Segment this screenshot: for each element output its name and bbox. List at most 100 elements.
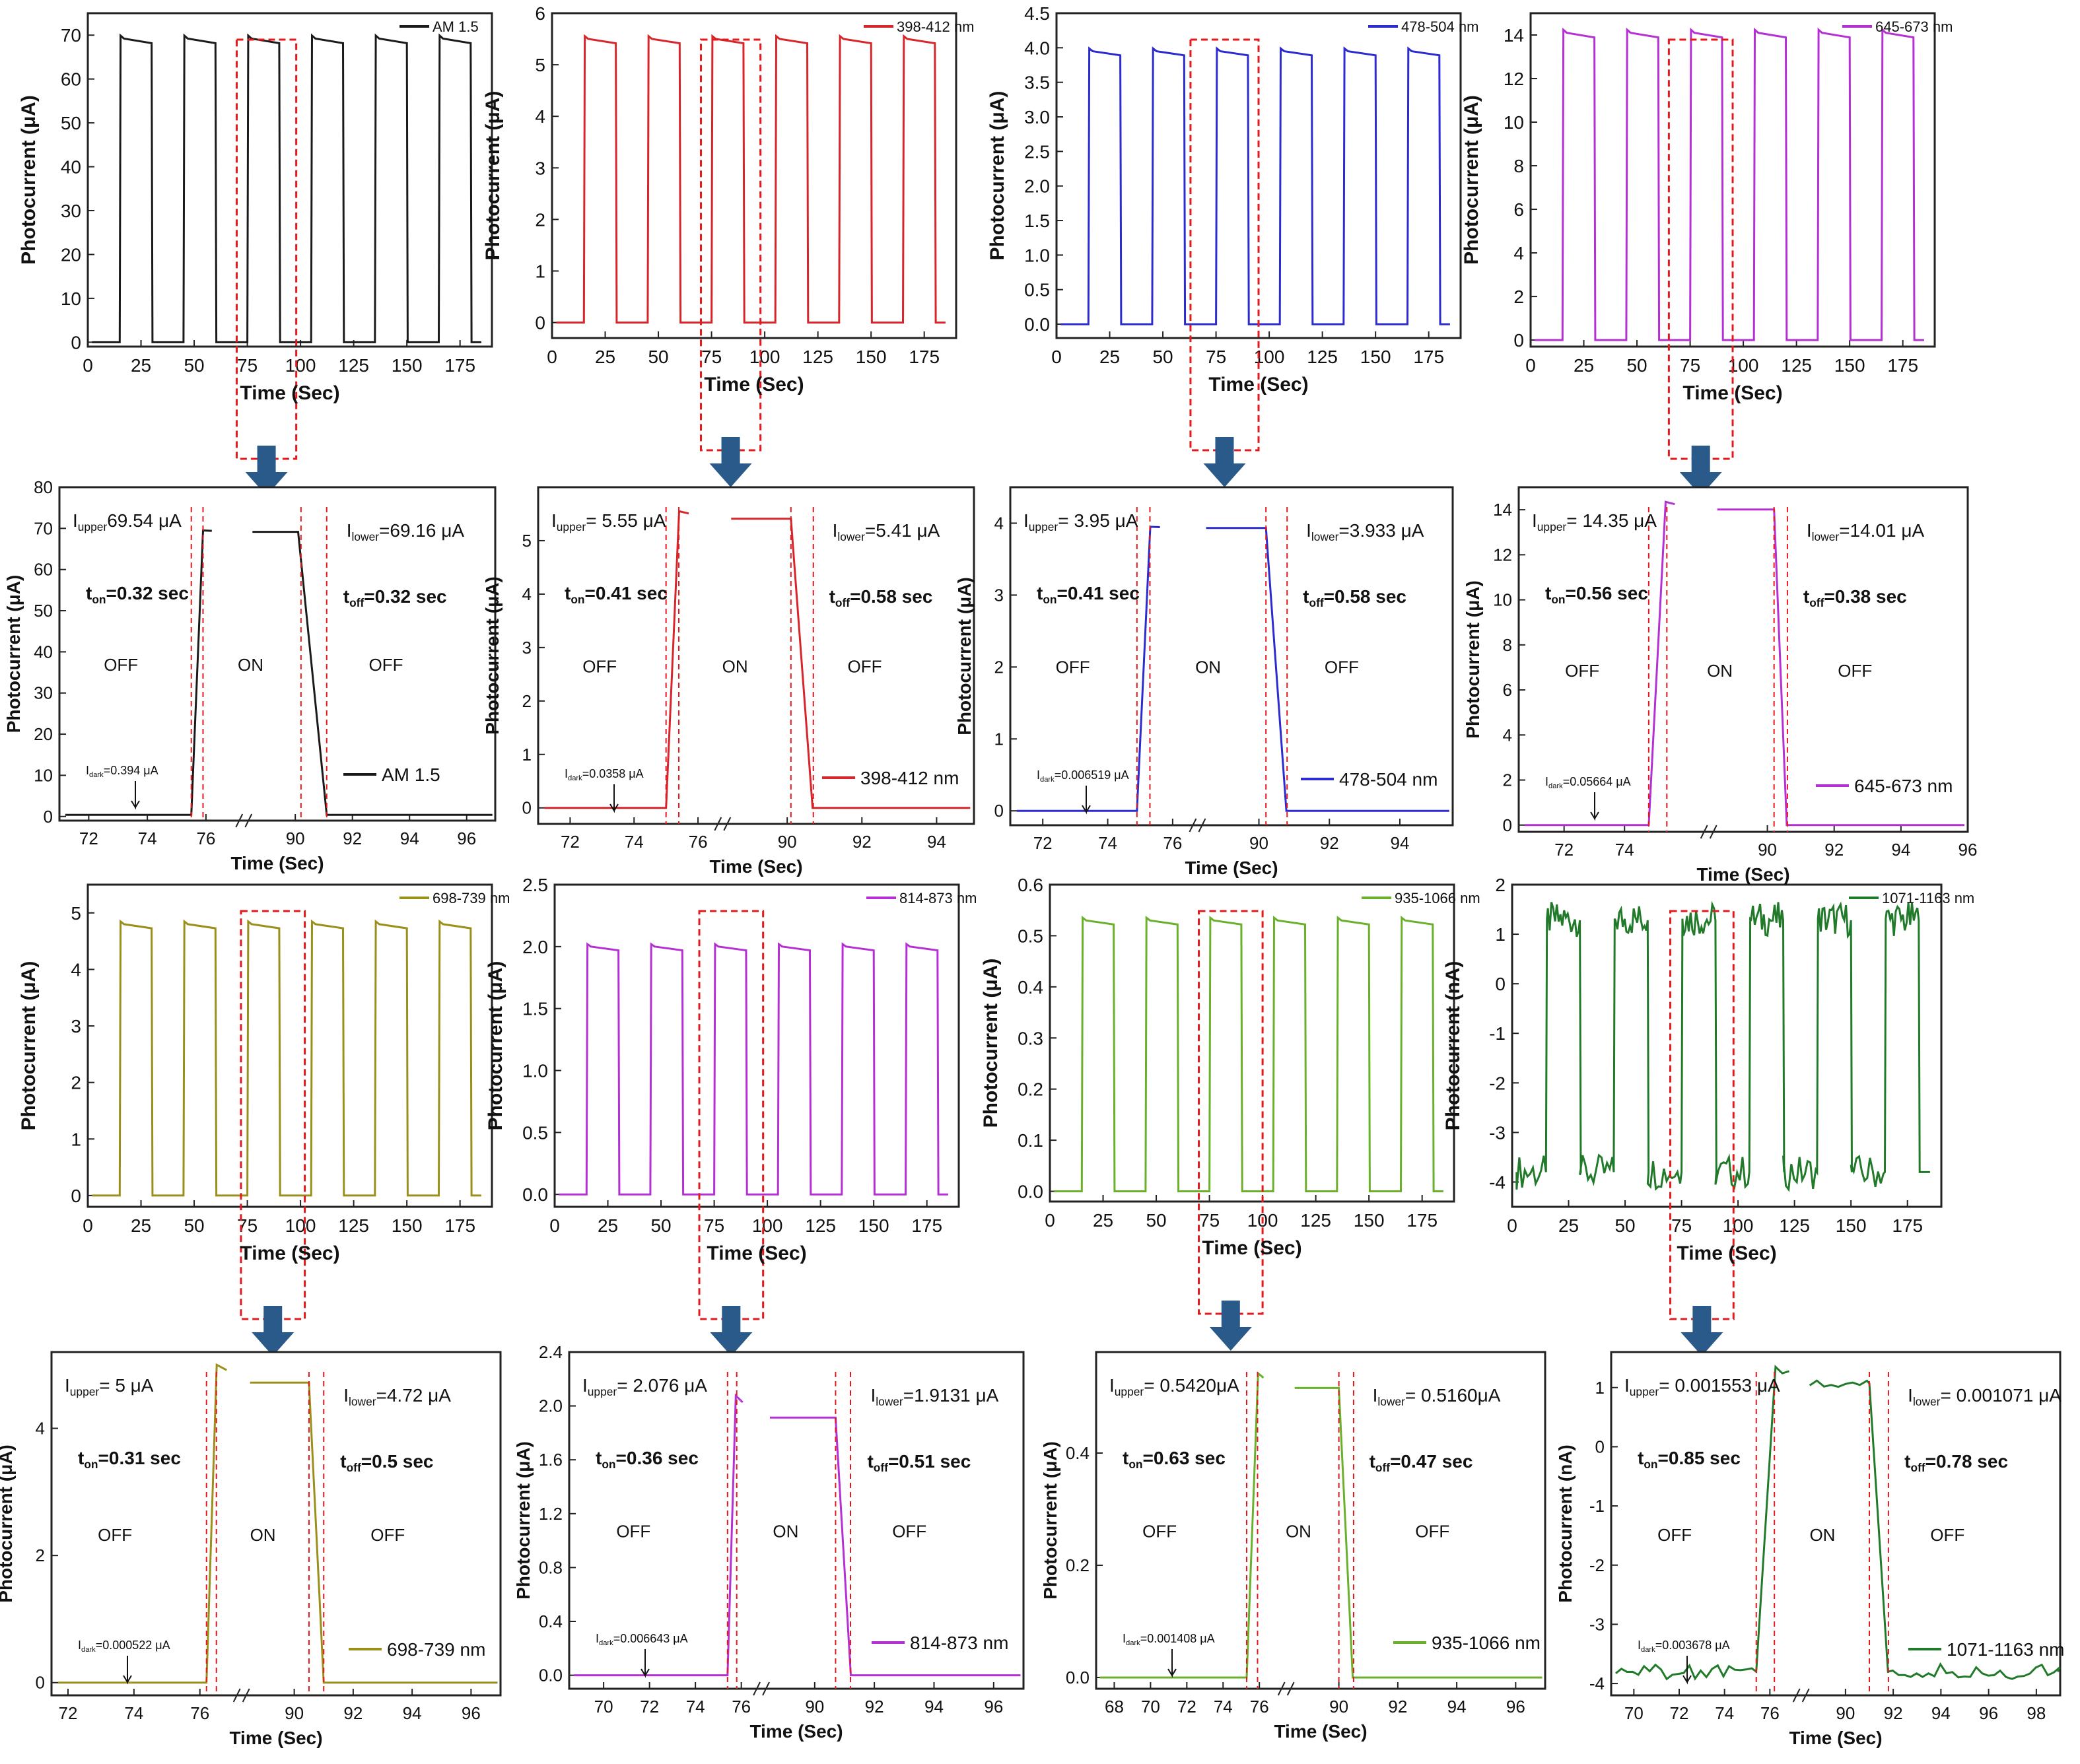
y-tick-label: 2.5 [522,875,548,895]
y-tick-label: 1 [71,1129,81,1149]
series-line [1294,1386,1543,1679]
x-tick-label: 90 [285,1703,304,1723]
series-line [1525,500,1675,827]
plot-frame [568,1351,1025,1690]
y-tick-label: 0.5 [522,1122,548,1143]
y-tick-label: 2.0 [539,1396,563,1416]
y-tick-label: 5 [522,531,532,551]
off-label-right: OFF [1930,1525,1964,1545]
series-line [574,1393,744,1677]
y-tick-label: 4 [1503,725,1512,745]
y-tick-label: 2 [1495,875,1506,895]
x-tick-label: 92 [343,829,362,848]
y-tick-label: -1 [1589,1496,1605,1516]
y-tick-label: 2 [994,657,1004,677]
y-tick-label: 50 [61,113,81,133]
x-tick-label: 175 [1887,355,1918,376]
chart-z7: 68 70 72 74 76 90 92 94 96 0.0 0.2 0.4 Iupper= 0.542… [1040,1351,1546,1742]
upper-current-label: Iupper69.54 μA [73,510,182,533]
upper-current-label: Iupper= 14.35 μA [1532,510,1657,533]
off-label-left: OFF [1056,658,1090,677]
y-axis-label: Photocurrent (μA) [513,1441,534,1600]
y-tick-label: 10 [34,765,53,785]
rise-time-label: ton=0.31 sec [78,1448,181,1471]
rise-time-label: ton=0.41 sec [1037,583,1140,606]
y-tick-label: 3 [71,1016,81,1036]
x-tick-label: 70 [1624,1703,1644,1723]
y-tick-label: -2 [1589,1555,1605,1575]
series-line [92,919,481,1197]
off-label-left: OFF [104,655,138,675]
x-tick-label: 100 [752,1215,783,1236]
off-label-right: OFF [1415,1522,1449,1542]
x-axis-label: Time (Sec) [1696,864,1789,885]
series-line [1614,1365,1789,1681]
x-tick-label: 0 [1051,347,1062,367]
dark-current-label: Idark=0.000522 μA [78,1639,170,1654]
x-tick-label: 76 [190,1703,209,1723]
y-axis-label: Photocurrent (μA) [18,961,40,1131]
axis-break-mark [232,1688,250,1703]
x-tick-label: 96 [457,829,476,848]
plot-frame [1009,486,1454,827]
x-tick-label: 50 [648,347,668,367]
legend-label: AM 1.5 [382,764,440,785]
x-tick-label: 50 [184,1215,204,1236]
y-tick-label: 20 [61,244,81,265]
y-tick-label: 0.0 [1066,1668,1090,1687]
y-axis-label: Photocurrent (μA) [3,575,24,733]
x-tick-label: 50 [1146,1210,1166,1231]
x-tick-label: 92 [865,1697,884,1716]
x-tick-label: 125 [1300,1210,1331,1231]
series-line [1054,915,1443,1192]
axis-break-mark [1700,825,1717,839]
chart-z5: 72 74 76 90 92 94 96 0 2 4 Iupper= 5 μA Ilower=4.72… [0,1351,502,1748]
off-label-right: OFF [892,1522,926,1542]
rise-time-label: ton=0.56 sec [1545,583,1648,606]
x-tick-label: 0 [1507,1215,1517,1236]
x-axis-label: Time (Sec) [240,382,339,404]
y-tick-label: -3 [1589,1614,1605,1634]
dark-arrow-icon [1590,792,1599,821]
series-line [1099,1371,1265,1679]
upper-current-label: Iupper= 5 μA [65,1375,154,1398]
y-axis-label: Photocurrent (μA) [954,577,975,735]
x-tick-label: 175 [444,1215,475,1236]
x-tick-label: 100 [1723,1215,1754,1236]
x-tick-label: 75 [704,1215,724,1236]
y-tick-label: 70 [61,25,81,46]
y-tick-label: 1.6 [539,1450,563,1470]
x-tick-label: 96 [984,1697,1003,1716]
legend-label: 935-1066 nm [1432,1633,1541,1653]
y-tick-label: 0.1 [1018,1130,1043,1151]
y-tick-label: 0.2 [1066,1555,1090,1575]
plot-frame [87,12,493,348]
x-tick-label: 75 [1680,355,1700,376]
x-tick-label: 150 [1834,355,1865,376]
y-tick-label: 6 [1513,199,1524,220]
chart-z6: 70 72 74 76 90 92 94 96 0.0 0.4 0.8 1.2 1.6 2.0 2.4 Iup… [513,1342,1025,1742]
plot-frame [1049,883,1455,1203]
dark-current-label: Idark=0.003678 μA [1638,1639,1730,1654]
x-tick-label: 100 [285,355,316,376]
chart-c6: 0 25 50 75 100 125 150 175 0.0 0.5 1.0 1.5 2.0 2.5 814… [485,875,977,1356]
x-tick-label: 25 [1558,1215,1579,1236]
x-tick-label: 175 [909,347,940,367]
y-tick-label: 2.5 [1024,141,1050,162]
legend-label: 478-504 nm [1401,18,1478,35]
y-tick-label: 0.0 [539,1666,563,1685]
x-tick-label: 75 [1199,1210,1220,1231]
x-tick-label: 75 [1206,347,1226,367]
y-tick-label: 1 [1495,924,1506,945]
x-tick-label: 90 [1836,1703,1855,1723]
plot-frame [1610,1351,2062,1697]
y-tick-label: 4 [522,584,532,604]
x-tick-label: 50 [1626,355,1647,376]
x-tick-label: 90 [778,832,797,852]
x-tick-label: 74 [1214,1697,1233,1716]
x-tick-label: 94 [1390,833,1409,853]
x-tick-label: 72 [1177,1697,1196,1716]
y-tick-label: 0 [1495,974,1506,994]
